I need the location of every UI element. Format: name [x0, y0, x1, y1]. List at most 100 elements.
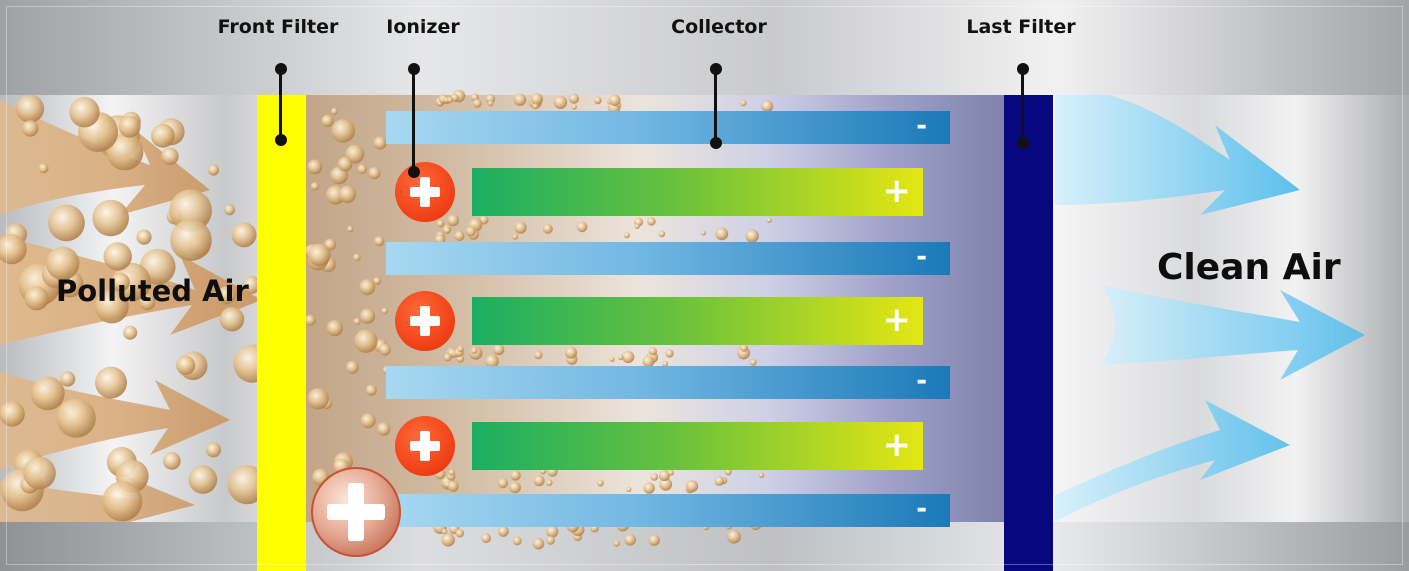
- dust-particle: [457, 345, 464, 353]
- positive-collector-plate: +: [472, 168, 923, 216]
- dust-particle: [347, 225, 354, 233]
- negative-sign: -: [916, 494, 927, 524]
- dust-particle: [658, 230, 666, 238]
- dust-particle: [485, 354, 499, 369]
- collector-callout-dot: [710, 63, 722, 75]
- dust-particle: [667, 469, 674, 476]
- front-filter-label: Front Filter: [217, 16, 339, 38]
- dust-particle: [224, 204, 236, 216]
- clean-air-arrow: [1055, 95, 1300, 215]
- dust-particle: [307, 388, 329, 410]
- collector-label: Collector: [671, 16, 767, 38]
- dust-particle: [307, 159, 323, 175]
- dust-particle: [443, 226, 451, 234]
- dust-particle: [378, 343, 391, 356]
- ionizer-plus-icon: [395, 291, 455, 351]
- dust-particle: [38, 163, 49, 174]
- dust-particle: [647, 217, 656, 226]
- dust-particle: [359, 308, 376, 324]
- ionizer-plus-icon: [395, 416, 455, 476]
- dust-particle: [597, 479, 604, 487]
- dust-particle: [337, 156, 353, 172]
- dust-particle: [447, 96, 453, 103]
- dust-particle: [485, 94, 496, 104]
- dust-particle: [360, 413, 376, 429]
- dust-particle: [571, 104, 577, 110]
- dust-particle: [326, 320, 343, 337]
- dust-particle: [353, 253, 361, 262]
- dust-particle: [542, 223, 553, 234]
- dust-particle: [207, 164, 220, 176]
- front-filter: [257, 95, 306, 571]
- collector-callout-dot: [710, 137, 722, 149]
- polluted-air-arrow: [0, 100, 210, 215]
- dust-particle: [447, 214, 460, 227]
- ionizer-callout-dot: [408, 166, 420, 178]
- positive-sign: +: [882, 425, 912, 465]
- negative-sign: -: [916, 242, 927, 272]
- dust-particle: [455, 528, 465, 538]
- dust-particle: [650, 473, 659, 481]
- last-filter-callout-dot: [1017, 63, 1029, 75]
- dust-particle: [624, 534, 636, 546]
- negative-collector-plate: -: [386, 494, 950, 527]
- dust-particle: [727, 529, 741, 544]
- dust-particle: [59, 371, 76, 387]
- dust-particle: [24, 286, 49, 311]
- dust-particle: [626, 487, 632, 493]
- dust-particle: [642, 355, 655, 368]
- dust-particle: [471, 347, 478, 354]
- dust-particle: [512, 536, 522, 546]
- dust-particle: [766, 217, 772, 223]
- dust-particle: [715, 227, 729, 241]
- dust-particle: [0, 234, 27, 265]
- dust-particle: [448, 469, 455, 476]
- dust-particle: [112, 262, 151, 302]
- ionizer-plus-icon: [395, 162, 455, 222]
- ionizer-callout-dot: [408, 63, 420, 75]
- dust-particle: [514, 221, 527, 234]
- dust-particle: [546, 525, 559, 538]
- dust-particle: [206, 442, 221, 458]
- dust-particle: [659, 477, 673, 491]
- dust-particle: [95, 366, 127, 399]
- dust-particle: [354, 329, 378, 353]
- dust-particle: [217, 286, 236, 305]
- collector-callout-line: [714, 68, 717, 143]
- dust-particle: [308, 243, 331, 267]
- dust-particle: [608, 94, 621, 107]
- last-filter-label: Last Filter: [966, 16, 1076, 38]
- clean-air-arrow: [1055, 400, 1290, 522]
- dust-particle: [546, 479, 553, 486]
- dust-particle: [242, 275, 261, 294]
- dust-particle: [94, 289, 129, 324]
- dust-particle: [634, 223, 640, 229]
- front-filter-callout-dot: [275, 134, 287, 146]
- dust-particle: [188, 465, 218, 494]
- dust-particle: [357, 164, 368, 174]
- dust-particle: [310, 182, 320, 191]
- positive-collector-plate: +: [472, 422, 923, 470]
- polluted-air-arrow: [0, 478, 195, 522]
- dust-particle: [510, 470, 521, 481]
- dust-particle: [330, 107, 338, 115]
- dust-particle: [576, 221, 588, 233]
- dust-particle: [532, 537, 545, 550]
- dust-particle: [648, 347, 658, 356]
- dust-particle: [110, 272, 130, 292]
- dust-particle: [353, 318, 361, 325]
- dust-particle: [594, 96, 602, 105]
- dust-particle: [118, 115, 141, 138]
- top-band: [0, 0, 1409, 95]
- dust-particle: [658, 470, 670, 482]
- dust-particle: [161, 147, 179, 166]
- clean-air-label: Clean Air: [1157, 247, 1341, 288]
- dust-particle: [123, 325, 138, 340]
- dust-particle: [643, 482, 655, 494]
- dust-particle: [377, 422, 391, 436]
- polluted-air-label: Polluted Air: [56, 274, 249, 308]
- dust-particle: [686, 480, 699, 493]
- ionizer-label: Ionizer: [386, 16, 460, 38]
- dust-particle: [487, 100, 494, 107]
